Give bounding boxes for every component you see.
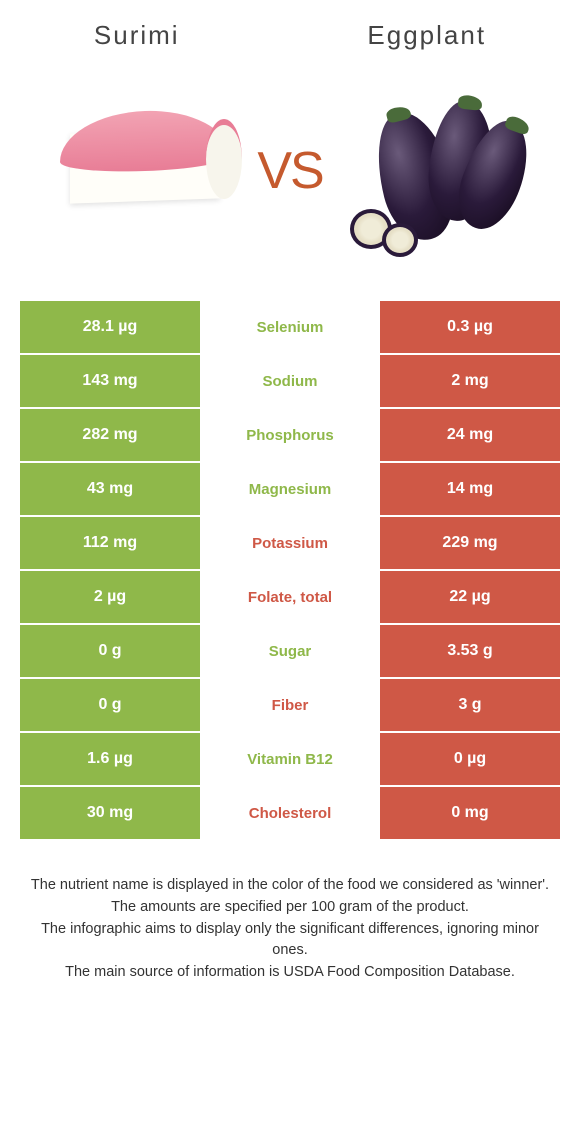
right-value: 24 mg <box>380 409 560 461</box>
nutrient-row: 282 mgPhosphorus24 mg <box>20 409 560 461</box>
right-value: 0 µg <box>380 733 560 785</box>
left-value: 143 mg <box>20 355 200 407</box>
nutrient-row: 112 mgPotassium229 mg <box>20 517 560 569</box>
nutrient-label: Cholesterol <box>202 787 378 839</box>
vs-label: VS <box>249 141 330 201</box>
nutrient-label: Potassium <box>202 517 378 569</box>
nutrient-label: Phosphorus <box>202 409 378 461</box>
footer-notes: The nutrient name is displayed in the co… <box>30 875 550 984</box>
right-value: 3 g <box>380 679 560 731</box>
left-value: 2 µg <box>20 571 200 623</box>
left-value: 112 mg <box>20 517 200 569</box>
nutrient-row: 0 gSugar3.53 g <box>20 625 560 677</box>
nutrient-row: 1.6 µgVitamin B120 µg <box>20 733 560 785</box>
nutrient-label: Sugar <box>202 625 378 677</box>
right-value: 3.53 g <box>380 625 560 677</box>
left-value: 1.6 µg <box>20 733 200 785</box>
right-value: 22 µg <box>380 571 560 623</box>
nutrient-label: Vitamin B12 <box>202 733 378 785</box>
nutrient-label: Selenium <box>202 301 378 353</box>
nutrient-row: 30 mgCholesterol0 mg <box>20 787 560 839</box>
left-value: 0 g <box>20 679 200 731</box>
surimi-image <box>30 101 249 241</box>
left-food-title: Surimi <box>94 20 180 51</box>
footer-line: The nutrient name is displayed in the co… <box>30 875 550 897</box>
footer-line: The main source of information is USDA F… <box>30 962 550 984</box>
left-value: 43 mg <box>20 463 200 515</box>
left-value: 30 mg <box>20 787 200 839</box>
nutrient-row: 0 gFiber3 g <box>20 679 560 731</box>
right-food-title: Eggplant <box>367 20 486 51</box>
right-value: 0 mg <box>380 787 560 839</box>
nutrient-label: Sodium <box>202 355 378 407</box>
right-value: 0.3 µg <box>380 301 560 353</box>
footer-line: The amounts are specified per 100 gram o… <box>30 897 550 919</box>
left-value: 0 g <box>20 625 200 677</box>
footer-line: The infographic aims to display only the… <box>30 919 550 963</box>
images-row: VS <box>0 61 580 301</box>
left-value: 28.1 µg <box>20 301 200 353</box>
eggplant-image <box>331 91 550 251</box>
nutrient-row: 2 µgFolate, total22 µg <box>20 571 560 623</box>
right-value: 229 mg <box>380 517 560 569</box>
nutrient-label: Folate, total <box>202 571 378 623</box>
left-value: 282 mg <box>20 409 200 461</box>
nutrient-row: 43 mgMagnesium14 mg <box>20 463 560 515</box>
right-value: 2 mg <box>380 355 560 407</box>
header-row: Surimi Eggplant <box>0 0 580 61</box>
nutrient-table: 28.1 µgSelenium0.3 µg143 mgSodium2 mg282… <box>20 301 560 839</box>
nutrient-label: Magnesium <box>202 463 378 515</box>
nutrient-row: 143 mgSodium2 mg <box>20 355 560 407</box>
nutrient-label: Fiber <box>202 679 378 731</box>
right-value: 14 mg <box>380 463 560 515</box>
nutrient-row: 28.1 µgSelenium0.3 µg <box>20 301 560 353</box>
